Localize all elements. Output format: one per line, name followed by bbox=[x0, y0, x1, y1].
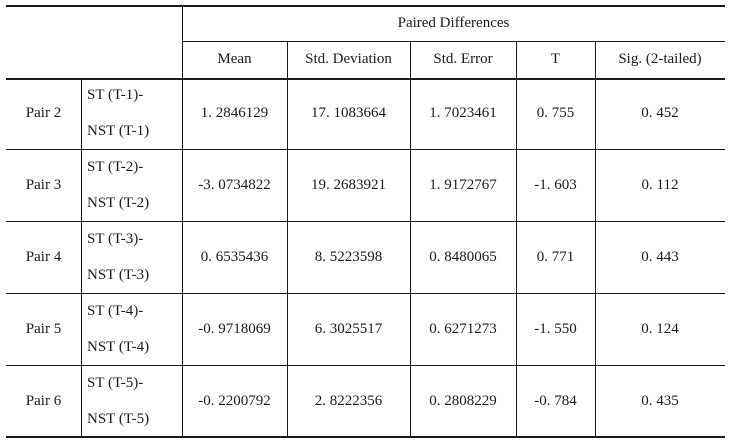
value-cell: -0. 2200792 bbox=[198, 393, 271, 409]
value-cell: -1. 603 bbox=[534, 176, 577, 193]
variable-pair-line: ST (T-1)- bbox=[87, 87, 144, 104]
column-separator-rule bbox=[182, 5, 183, 438]
value-cell: 1. 2846129 bbox=[200, 105, 269, 121]
value-cell: 0. 452 bbox=[641, 105, 679, 121]
value-cell: -0. 784 bbox=[534, 393, 577, 409]
paired-differences-table-wrapper: Paired Differences Mean Std. Deviation Std… bbox=[6, 5, 725, 438]
paired-differences-table: Paired Differences Mean Std. Deviation Std… bbox=[6, 5, 725, 438]
variable-pair-cell: ST (T-4)- NST (T-4) bbox=[81, 293, 182, 365]
pair-label: Pair 5 bbox=[25, 320, 62, 337]
value-cell: 0. 8480065 bbox=[429, 248, 497, 265]
value-cell: 0. 771 bbox=[536, 248, 575, 265]
group-header-paired-differences: Paired Differences bbox=[397, 14, 510, 31]
variable-pair-cell: ST (T-5)- NST (T-5) bbox=[81, 365, 182, 438]
value-cell: 0. 112 bbox=[641, 176, 679, 193]
variable-pair-cell: ST (T-2)- NST (T-2) bbox=[81, 149, 182, 221]
value-cell: 19. 2683921 bbox=[311, 176, 386, 193]
value-cell: 1. 9172767 bbox=[429, 176, 497, 193]
column-header: Mean bbox=[217, 51, 252, 67]
value-cell: 1. 7023461 bbox=[429, 105, 497, 121]
column-separator-rule bbox=[81, 78, 82, 438]
variable-pair-line: ST (T-2)- bbox=[87, 158, 144, 175]
row-separator-rule bbox=[6, 293, 725, 294]
row-separator-rule bbox=[6, 149, 725, 150]
value-cell: 6. 3025517 bbox=[314, 320, 383, 337]
variable-pair-line: ST (T-5)- bbox=[87, 374, 144, 391]
pair-label: Pair 2 bbox=[25, 105, 62, 121]
value-cell: 0. 755 bbox=[536, 105, 575, 121]
top-rule bbox=[6, 5, 725, 7]
variable-pair-line: ST (T-4)- bbox=[87, 302, 144, 319]
value-cell: 2. 8222356 bbox=[314, 393, 383, 409]
column-separator-rule bbox=[287, 41, 288, 438]
column-header: Std. Error bbox=[433, 51, 493, 67]
column-header: Sig. (2-tailed) bbox=[618, 51, 702, 67]
pair-label: Pair 3 bbox=[25, 176, 62, 193]
bottom-rule bbox=[6, 436, 725, 438]
row-separator-rule bbox=[6, 365, 725, 366]
value-cell: 0. 6271273 bbox=[429, 320, 497, 337]
column-header: Std. Deviation bbox=[305, 51, 392, 67]
value-cell: 0. 443 bbox=[641, 248, 679, 265]
variable-pair-cell: ST (T-3)- NST (T-3) bbox=[81, 221, 182, 293]
group-header-rule bbox=[182, 41, 725, 42]
value-cell: -3. 0734822 bbox=[198, 176, 271, 193]
pair-label: Pair 6 bbox=[25, 393, 62, 409]
variable-pair-cell: ST (T-1)- NST (T-1) bbox=[81, 78, 182, 149]
pair-label: Pair 4 bbox=[25, 248, 62, 265]
variable-pair-line: NST (T-2) bbox=[87, 194, 150, 211]
variable-pair-line: ST (T-3)- bbox=[87, 230, 144, 247]
variable-pair-line: NST (T-1) bbox=[87, 122, 150, 139]
value-cell: -1. 550 bbox=[534, 320, 577, 337]
value-cell: 8. 5223598 bbox=[314, 248, 383, 265]
value-cell: 17. 1083664 bbox=[311, 105, 386, 121]
value-cell: 0. 2808229 bbox=[429, 393, 497, 409]
column-header: T bbox=[550, 51, 561, 67]
value-cell: 0. 6535436 bbox=[200, 248, 269, 265]
column-separator-rule bbox=[516, 41, 517, 438]
column-separator-rule bbox=[410, 41, 411, 438]
column-separator-rule bbox=[595, 41, 596, 438]
variable-pair-line: NST (T-4) bbox=[87, 338, 150, 355]
value-cell: 0. 124 bbox=[641, 320, 679, 337]
header-bottom-rule bbox=[6, 78, 725, 80]
variable-pair-line: NST (T-5) bbox=[87, 411, 150, 428]
value-cell: 0. 435 bbox=[641, 393, 679, 409]
variable-pair-line: NST (T-3) bbox=[87, 266, 150, 283]
value-cell: -0. 9718069 bbox=[198, 320, 271, 337]
row-separator-rule bbox=[6, 221, 725, 222]
